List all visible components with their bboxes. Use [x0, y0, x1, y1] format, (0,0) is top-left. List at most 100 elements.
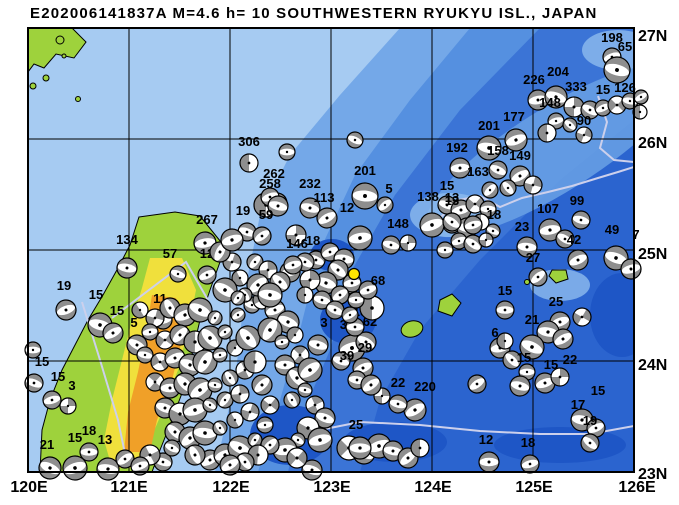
event-label: 90	[577, 113, 591, 128]
event-label: 42	[567, 232, 581, 247]
focal-mechanism: 333	[563, 79, 587, 118]
focal-mechanism: 201	[476, 118, 502, 161]
focal-mechanism	[187, 297, 213, 323]
focal-mechanism	[633, 89, 649, 105]
focal-mechanism	[496, 332, 514, 350]
focal-mechanism: 7	[620, 227, 642, 280]
focal-mechanism	[330, 285, 350, 305]
focal-mechanism: 220	[403, 379, 436, 422]
focal-mechanism: 226	[523, 72, 549, 111]
map-frame	[27, 27, 635, 473]
focal-mechanism	[347, 291, 365, 309]
event-label: 18	[521, 435, 535, 450]
focal-mechanism: 19	[580, 413, 600, 453]
china-coast	[28, 28, 87, 73]
focal-mechanism	[283, 391, 301, 409]
focal-mechanism	[216, 391, 234, 409]
focal-mechanism	[243, 350, 267, 374]
event-label: 15	[68, 430, 82, 445]
x-axis-label: 120E	[10, 479, 48, 496]
small-island	[42, 74, 50, 82]
focal-mechanism	[463, 215, 483, 235]
event-label: 177	[503, 109, 525, 124]
small-island	[61, 53, 67, 59]
focal-mechanism	[552, 328, 574, 350]
event-label: 57	[163, 246, 177, 261]
miyako-island	[548, 269, 569, 284]
focal-mechanism	[632, 104, 648, 120]
focal-mechanism	[212, 420, 228, 436]
focal-mechanism: 267	[193, 212, 218, 255]
focal-mechanism: 15	[102, 303, 124, 344]
focal-mechanism	[220, 228, 244, 252]
event-label: 3	[68, 378, 75, 393]
focal-mechanism	[235, 325, 261, 351]
event-label: 29	[358, 340, 372, 355]
event-label: 15	[89, 287, 103, 302]
event-label: 15	[517, 350, 531, 365]
focal-mechanism	[399, 234, 417, 252]
focal-mechanism: 138	[417, 189, 445, 238]
event-label: 27	[526, 250, 540, 265]
focal-mechanism	[509, 375, 531, 397]
plot-title: E202006141837A M=4.6 h= 10 SOUTHWESTERN …	[30, 5, 598, 22]
focal-mechanism: 65	[603, 39, 632, 84]
focal-mechanism: 27	[526, 250, 548, 287]
event-label: 18	[487, 207, 501, 222]
focal-mechanism	[499, 179, 517, 197]
y-axis-label: 27N	[638, 28, 667, 45]
focal-mechanism: 232	[299, 176, 321, 219]
focal-mechanism	[247, 432, 263, 448]
y-axis-label: 25N	[638, 246, 667, 263]
focal-mechanism	[230, 307, 246, 323]
event-label: 15	[544, 357, 558, 372]
deep-basin-patch	[590, 273, 634, 357]
event-label: 198	[601, 30, 623, 45]
focal-mechanism: 204	[544, 64, 570, 109]
focal-mechanism: 99	[570, 193, 591, 230]
event-label: 39	[340, 348, 354, 363]
event-label: 19	[57, 278, 71, 293]
event-label: 15	[596, 82, 610, 97]
event-label: 19	[583, 413, 597, 428]
event-label: 13	[445, 190, 459, 205]
event-label: 22	[391, 375, 405, 390]
event-label: 15	[498, 283, 512, 298]
focal-mechanism	[240, 402, 260, 422]
event-label: 107	[537, 201, 559, 216]
event-label: 232	[299, 176, 321, 191]
focal-mechanism	[184, 444, 206, 466]
focal-mechanism: 192	[446, 140, 471, 179]
focal-mechanism: 3	[307, 315, 329, 356]
focal-mechanism	[217, 324, 233, 340]
focal-mechanism	[141, 323, 159, 341]
event-label: 267	[196, 212, 218, 227]
event-label: 18	[82, 423, 96, 438]
focal-mechanism	[463, 234, 483, 254]
focal-mechanism	[572, 307, 592, 327]
event-label: 59	[259, 207, 273, 222]
focal-mechanism	[410, 438, 430, 458]
event-label: 49	[605, 222, 619, 237]
focal-mechanism: 19	[55, 278, 77, 321]
focal-mechanism: 177	[503, 109, 528, 152]
epicenter-marker	[347, 267, 361, 281]
focal-mechanism: 57	[163, 246, 187, 283]
event-label: 126	[614, 80, 636, 95]
focal-mechanism: 22	[388, 375, 408, 414]
event-label: 262	[263, 166, 285, 181]
focal-mechanism: 12	[478, 432, 500, 473]
x-axis-label: 123E	[313, 479, 351, 496]
focal-mechanism: 90	[575, 113, 593, 144]
focal-mechanism	[251, 374, 273, 396]
focal-mechanism	[258, 260, 278, 280]
focal-mechanism	[230, 384, 250, 404]
event-label: 13	[445, 193, 459, 208]
event-label: 25	[549, 294, 563, 309]
focal-mechanism: 107	[537, 201, 562, 242]
focal-mechanism: 148	[381, 216, 409, 255]
focal-mechanism	[562, 117, 578, 133]
focal-mechanism: 113	[314, 190, 338, 229]
x-axis-label: 126E	[618, 479, 656, 496]
